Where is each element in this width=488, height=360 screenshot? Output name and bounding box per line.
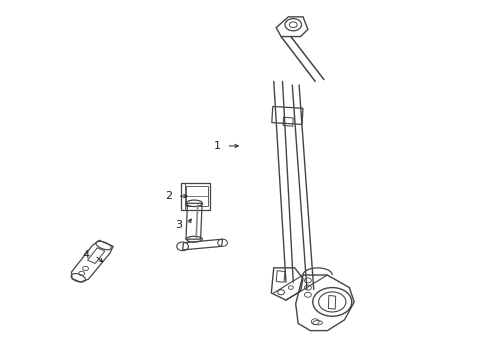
Text: 2: 2 <box>165 191 172 201</box>
Text: 3: 3 <box>175 220 182 230</box>
Text: 4: 4 <box>82 250 89 260</box>
Text: 1: 1 <box>214 141 221 151</box>
